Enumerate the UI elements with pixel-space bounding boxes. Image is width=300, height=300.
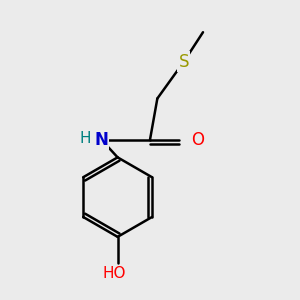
Text: N: N xyxy=(94,131,108,149)
Text: HO: HO xyxy=(103,266,126,281)
Text: O: O xyxy=(191,131,204,149)
Text: S: S xyxy=(178,53,189,71)
Text: H: H xyxy=(80,131,91,146)
